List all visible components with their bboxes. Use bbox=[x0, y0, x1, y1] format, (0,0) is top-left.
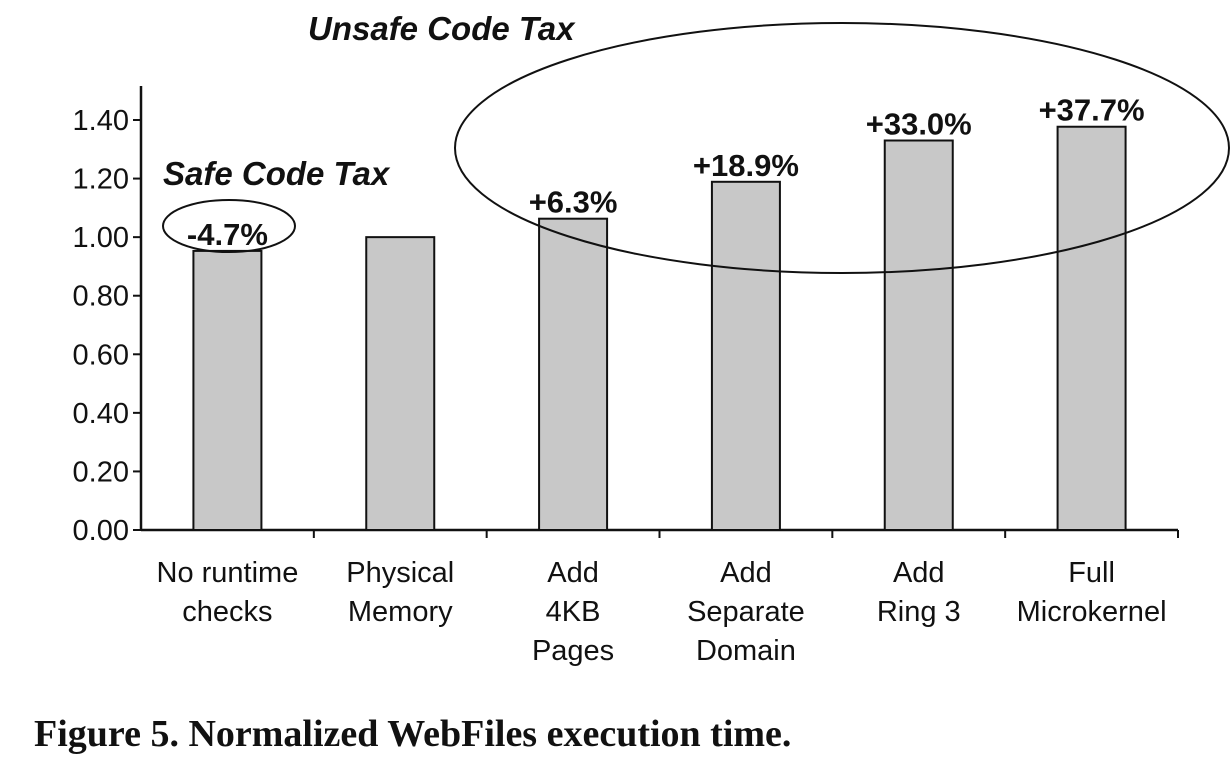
safe-tax-label: Safe Code Tax bbox=[163, 155, 391, 192]
axes-group: 0.00 0.20 0.40 0.60 0.80 1.00 1.20 1.40 bbox=[73, 86, 1179, 547]
category-label: Full bbox=[1068, 557, 1115, 589]
labels-group: -4.7% No runtime checks Physical Memory +6.3%… bbox=[157, 93, 1167, 667]
safe-tax-ellipse bbox=[162, 199, 296, 253]
data-label: +33.0% bbox=[866, 107, 972, 142]
category-label: Add bbox=[893, 557, 945, 589]
bar bbox=[1056, 125, 1127, 531]
category-label: Memory bbox=[348, 596, 453, 628]
y-tick-label: 0.40 bbox=[73, 398, 129, 430]
data-label: +37.7% bbox=[1039, 93, 1145, 128]
bar bbox=[365, 236, 436, 531]
figure-caption: Figure 5. Normalized WebFiles execution … bbox=[34, 713, 792, 755]
y-tick-label: 0.20 bbox=[73, 456, 129, 488]
bar bbox=[192, 249, 263, 532]
data-label: -4.7% bbox=[187, 217, 268, 252]
category-label: Separate bbox=[687, 596, 805, 628]
category-label: Ring 3 bbox=[877, 596, 961, 628]
category-label: Pages bbox=[532, 635, 614, 667]
unsafe-tax-ellipse bbox=[454, 22, 1230, 274]
category-label: Domain bbox=[696, 635, 796, 667]
category-label: Add bbox=[547, 557, 599, 589]
unsafe-tax-label: Unsafe Code Tax bbox=[308, 10, 576, 47]
y-tick-label: 0.80 bbox=[73, 281, 129, 313]
bars-group bbox=[192, 125, 1127, 532]
y-tick-label: 0.00 bbox=[73, 515, 129, 547]
bar bbox=[883, 139, 954, 531]
category-label: Add bbox=[720, 557, 772, 589]
category-label: Physical bbox=[346, 557, 454, 589]
annotations-group: Unsafe Code Tax Safe Code Tax bbox=[162, 10, 1230, 274]
y-tick-label: 1.00 bbox=[73, 222, 129, 254]
category-label: checks bbox=[182, 596, 272, 628]
data-label: +18.9% bbox=[693, 148, 799, 183]
data-label: +6.3% bbox=[529, 185, 618, 220]
bar-chart: 0.00 0.20 0.40 0.60 0.80 1.00 1.20 1.40 -4.7% No… bbox=[73, 10, 1230, 667]
y-tick-label: 1.20 bbox=[73, 164, 129, 196]
y-tick-label: 1.40 bbox=[73, 105, 129, 137]
bar bbox=[538, 217, 609, 531]
category-label: No runtime bbox=[157, 557, 299, 589]
category-label: Microkernel bbox=[1017, 596, 1167, 628]
category-label: 4KB bbox=[546, 596, 601, 628]
bar bbox=[710, 180, 781, 532]
y-tick-label: 0.60 bbox=[73, 339, 129, 371]
